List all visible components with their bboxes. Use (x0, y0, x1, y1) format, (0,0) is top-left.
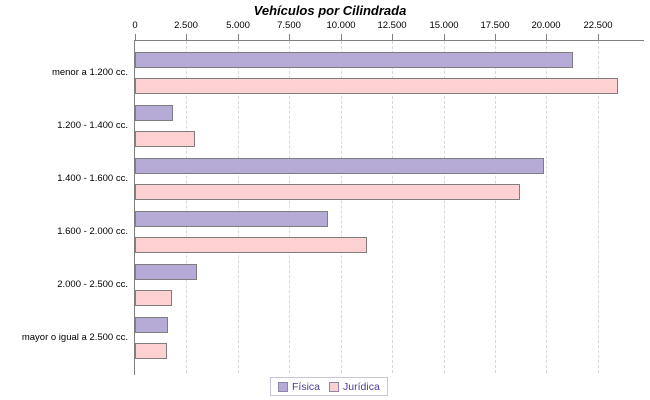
x-axis-tick (289, 34, 290, 41)
category-label: menor a 1.200 cc. (51, 67, 128, 78)
gridline (495, 41, 496, 373)
category-label: 2.000 - 2.500 cc. (57, 279, 128, 290)
x-axis-tick-label: 15.000 (429, 20, 459, 31)
category-label: 1.600 - 2.000 cc. (57, 226, 128, 237)
category-label: mayor o igual a 2.500 cc. (21, 332, 128, 343)
x-axis-tick-label: 20.000 (531, 20, 561, 31)
x-axis-tick (444, 34, 445, 41)
x-axis-tick (238, 34, 239, 41)
x-axis-tick (546, 34, 547, 41)
bar-juridica-3 (135, 237, 367, 253)
gridline (238, 41, 239, 373)
x-axis-tick-label: 10.000 (326, 20, 356, 31)
legend-swatch-juridica (329, 381, 340, 392)
x-axis-tick (186, 34, 187, 41)
gridline (598, 41, 599, 373)
bar-fisica-5 (135, 317, 168, 333)
gridline (392, 41, 393, 373)
x-axis-tick-label: 2.500 (174, 20, 198, 31)
category-label: 1.400 - 1.600 cc. (57, 173, 128, 184)
bar-juridica-2 (135, 184, 520, 200)
bar-juridica-4 (135, 290, 172, 306)
legend: Física Jurídica (270, 377, 388, 396)
legend-item-juridica: Jurídica (329, 381, 380, 393)
gridline (444, 41, 445, 373)
legend-item-fisica: Física (278, 381, 320, 393)
y-axis-line (134, 40, 135, 375)
x-axis-tick (495, 34, 496, 41)
x-axis-tick (341, 34, 342, 41)
legend-label-juridica: Jurídica (343, 380, 380, 393)
gridline (186, 41, 187, 373)
x-axis-tick (392, 34, 393, 41)
x-axis-line (134, 40, 644, 41)
x-axis-tick-label: 12.500 (377, 20, 407, 31)
x-axis-tick-label: 22.500 (583, 20, 613, 31)
category-label: 1.200 - 1.400 cc. (57, 120, 128, 131)
x-axis-tick-label: 7.500 (277, 20, 301, 31)
bar-juridica-5 (135, 343, 167, 359)
x-axis-tick (135, 34, 136, 41)
legend-label-fisica: Física (292, 380, 321, 393)
x-axis-tick-label: 0 (132, 20, 138, 31)
bar-juridica-0 (135, 78, 618, 94)
x-axis-tick-label: 17.500 (480, 20, 510, 31)
bar-juridica-1 (135, 131, 195, 147)
bar-fisica-4 (135, 264, 197, 280)
x-axis-tick-label: 5.000 (226, 20, 250, 31)
bar-fisica-2 (135, 158, 544, 174)
gridline (289, 41, 290, 373)
chart-title: Vehículos por Cilindrada (253, 3, 407, 18)
bar-fisica-3 (135, 211, 328, 227)
legend-swatch-fisica (278, 381, 288, 392)
x-axis-tick (598, 34, 599, 41)
gridline (341, 41, 342, 373)
gridline (546, 41, 547, 373)
bar-fisica-0 (135, 52, 573, 68)
bar-fisica-1 (135, 105, 173, 121)
